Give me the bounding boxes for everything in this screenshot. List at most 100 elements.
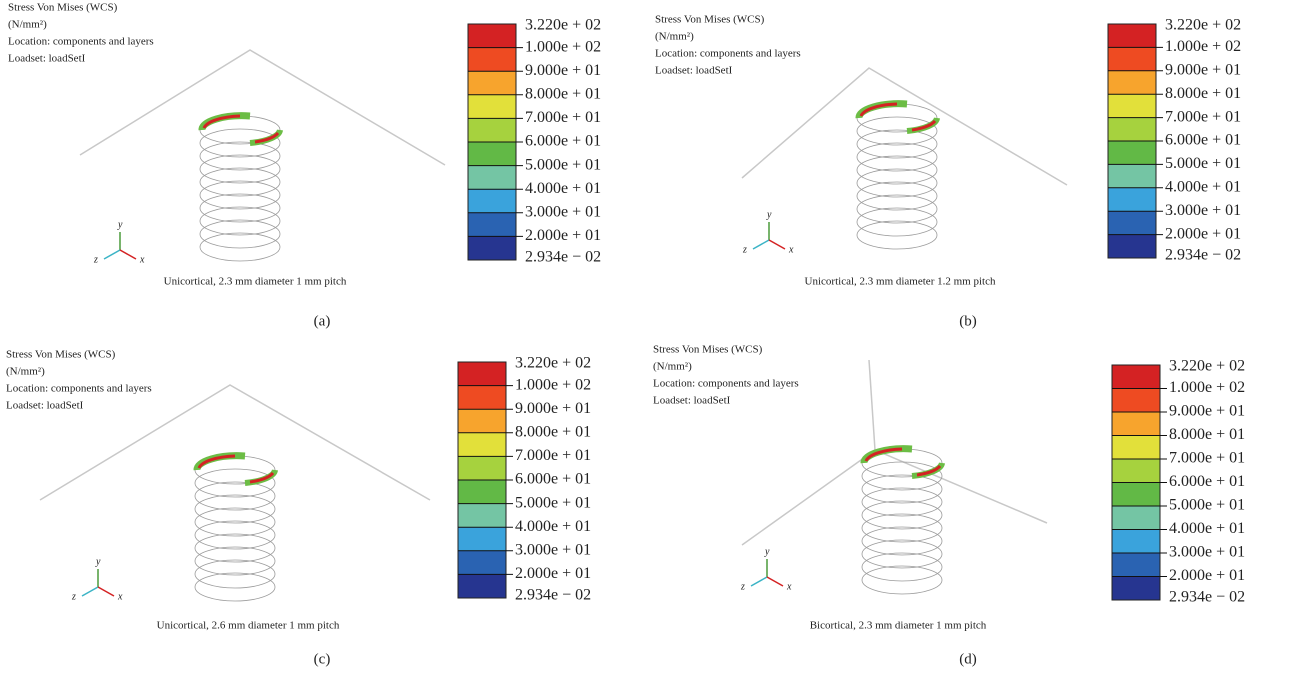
colorbar-band xyxy=(468,142,516,166)
colorbar-label: 8.000e + 01 xyxy=(525,85,601,102)
coil-turn xyxy=(200,220,280,248)
colorbar-band xyxy=(1108,235,1156,259)
colorbar-label: 1.000e + 02 xyxy=(1169,379,1245,396)
colorbar-band xyxy=(1108,24,1156,48)
coil-turn xyxy=(857,221,937,249)
colorbar-label: 9.000e + 01 xyxy=(1165,61,1241,78)
coil-turn xyxy=(200,181,280,209)
colorbar-label: 6.000e + 01 xyxy=(1165,132,1241,149)
coil-turn xyxy=(195,573,275,601)
colorbar-label: 2.000e + 01 xyxy=(525,227,601,244)
colorbar-label: 4.000e + 01 xyxy=(515,518,591,535)
panel: Stress Von Mises (WCS)(N/mm²)Location: c… xyxy=(653,344,1245,668)
colorbar-label: 2.934e − 02 xyxy=(1165,247,1241,264)
coil-turn xyxy=(857,117,937,145)
colorbar-label: 6.000e + 01 xyxy=(1169,473,1245,490)
header-line: (N/mm²) xyxy=(653,361,692,373)
colorbar-band xyxy=(1108,188,1156,212)
panel-letter: (b) xyxy=(959,313,977,329)
triad-label: z xyxy=(740,581,745,592)
coil-turn xyxy=(857,130,937,158)
coil-turn xyxy=(862,501,942,529)
triad-label: z xyxy=(93,254,98,265)
colorbar-label: 7.000e + 01 xyxy=(1169,450,1245,467)
colorbar-band xyxy=(458,386,506,410)
colorbar-label: 6.000e + 01 xyxy=(515,471,591,488)
header-line: Location: components and layers xyxy=(653,378,799,390)
model-edge xyxy=(742,68,1067,185)
colorbar-band xyxy=(1112,365,1160,389)
colorbar-band xyxy=(458,409,506,433)
header-line: Location: components and layers xyxy=(8,36,154,48)
colorbar-label: 8.000e + 01 xyxy=(1165,85,1241,102)
colorbar-label: 3.220e + 02 xyxy=(1165,17,1241,34)
coil-turn xyxy=(200,142,280,170)
colorbar-band xyxy=(468,118,516,142)
header-line: Loadset: loadSetI xyxy=(6,400,84,412)
caption: Unicortical, 2.3 mm diameter 1.2 mm pitc… xyxy=(805,276,996,288)
triad-axis xyxy=(104,250,120,259)
colorbar-band xyxy=(468,71,516,95)
header-line: Loadset: loadSetI xyxy=(8,53,86,65)
colorbar-band xyxy=(1108,118,1156,142)
colorbar-band xyxy=(468,24,516,48)
colorbar-label: 4.000e + 01 xyxy=(525,180,601,197)
coil-turn xyxy=(862,514,942,542)
coil-turn xyxy=(200,207,280,235)
header-line: (N/mm²) xyxy=(655,31,694,43)
triad-label: x xyxy=(788,244,794,255)
coil-turn xyxy=(200,129,280,157)
colorbar-label: 5.000e + 01 xyxy=(1169,497,1245,514)
coil-turn xyxy=(857,156,937,184)
colorbar-band xyxy=(1108,47,1156,71)
coil-turn xyxy=(862,527,942,555)
header-line: Location: components and layers xyxy=(6,383,152,395)
colorbar-band xyxy=(468,95,516,119)
header-line: Stress Von Mises (WCS) xyxy=(655,14,765,26)
model-edge xyxy=(869,360,875,450)
colorbar-label: 2.934e − 02 xyxy=(525,249,601,266)
colorbar-label: 2.000e + 01 xyxy=(515,565,591,582)
colorbar-label: 5.000e + 01 xyxy=(525,156,601,173)
colorbar-label: 2.000e + 01 xyxy=(1169,567,1245,584)
colorbar-band xyxy=(458,456,506,480)
triad-axis xyxy=(769,240,785,249)
colorbar-label: 3.000e + 01 xyxy=(1169,544,1245,561)
colorbar-label: 1.000e + 02 xyxy=(525,38,601,55)
colorbar-band xyxy=(1112,436,1160,460)
colorbar-band xyxy=(1108,164,1156,188)
triad-label: y xyxy=(766,209,772,220)
triad-label: x xyxy=(786,581,792,592)
coil-turn xyxy=(862,462,942,490)
triad-label: y xyxy=(95,556,101,567)
coil-turn xyxy=(195,547,275,575)
model-edge xyxy=(40,385,430,500)
colorbar-label: 2.000e + 01 xyxy=(1165,225,1241,242)
triad-axis xyxy=(767,577,783,586)
colorbar-label: 3.220e + 02 xyxy=(515,355,591,372)
coil-turn xyxy=(857,208,937,236)
colorbar-label: 4.000e + 01 xyxy=(1169,520,1245,537)
coil-turn xyxy=(862,488,942,516)
colorbar-band xyxy=(1108,211,1156,235)
colorbar-band xyxy=(458,480,506,504)
panel: Stress Von Mises (WCS)(N/mm²)Location: c… xyxy=(8,2,601,330)
panel-letter: (c) xyxy=(314,651,331,667)
colorbar-band xyxy=(1112,553,1160,577)
colorbar-band xyxy=(1112,412,1160,436)
colorbar-band xyxy=(468,213,516,237)
header-line: Location: components and layers xyxy=(655,48,801,60)
colorbar-label: 9.000e + 01 xyxy=(525,62,601,79)
header-line: Stress Von Mises (WCS) xyxy=(8,2,118,14)
colorbar-label: 9.000e + 01 xyxy=(515,400,591,417)
triad-axis xyxy=(751,577,767,586)
colorbar-label: 3.220e + 02 xyxy=(525,17,601,34)
panel: Stress Von Mises (WCS)(N/mm²)Location: c… xyxy=(6,349,591,668)
colorbar-band xyxy=(1112,506,1160,530)
colorbar-band xyxy=(1108,141,1156,165)
colorbar-band xyxy=(468,236,516,260)
colorbar-label: 3.000e + 01 xyxy=(525,203,601,220)
colorbar-band xyxy=(1108,71,1156,95)
colorbar-label: 5.000e + 01 xyxy=(515,494,591,511)
coil-turn xyxy=(200,168,280,196)
